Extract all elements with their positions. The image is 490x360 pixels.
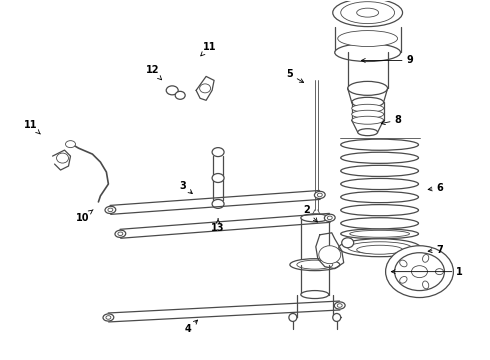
Text: 4: 4 (185, 320, 197, 334)
Ellipse shape (212, 199, 224, 208)
Ellipse shape (412, 266, 427, 278)
Text: 10: 10 (76, 210, 93, 223)
Text: 9: 9 (362, 55, 413, 66)
Ellipse shape (394, 253, 444, 291)
Ellipse shape (422, 281, 429, 289)
Ellipse shape (118, 232, 123, 235)
Ellipse shape (338, 31, 397, 46)
Text: 12: 12 (146, 66, 162, 80)
Text: 7: 7 (428, 245, 443, 255)
Ellipse shape (301, 261, 329, 269)
Ellipse shape (318, 193, 322, 197)
Text: 8: 8 (381, 115, 401, 125)
Ellipse shape (342, 238, 354, 248)
Ellipse shape (333, 0, 403, 27)
Ellipse shape (301, 291, 329, 298)
Text: 2: 2 (303, 205, 318, 222)
Ellipse shape (422, 255, 429, 262)
Text: 11: 11 (201, 41, 217, 56)
Ellipse shape (350, 230, 410, 237)
Ellipse shape (333, 314, 341, 321)
Ellipse shape (352, 116, 384, 124)
Ellipse shape (352, 110, 384, 118)
Ellipse shape (352, 104, 384, 112)
Ellipse shape (290, 259, 340, 271)
Ellipse shape (334, 302, 345, 309)
Ellipse shape (105, 206, 116, 213)
Ellipse shape (341, 179, 418, 190)
Ellipse shape (400, 260, 407, 267)
Ellipse shape (341, 192, 418, 203)
Ellipse shape (357, 8, 379, 17)
Ellipse shape (301, 214, 329, 222)
Text: 1: 1 (392, 267, 463, 276)
Text: 11: 11 (24, 120, 40, 134)
Ellipse shape (212, 148, 224, 157)
Ellipse shape (400, 276, 407, 283)
Ellipse shape (108, 208, 113, 212)
Ellipse shape (341, 2, 394, 24)
Text: 13: 13 (211, 219, 225, 233)
Ellipse shape (341, 204, 418, 216)
Ellipse shape (352, 97, 384, 107)
Ellipse shape (297, 260, 333, 269)
Ellipse shape (106, 316, 111, 319)
Ellipse shape (103, 314, 114, 321)
Ellipse shape (199, 84, 211, 93)
Ellipse shape (436, 269, 443, 275)
Ellipse shape (357, 245, 403, 254)
Text: 5: 5 (287, 69, 304, 82)
Ellipse shape (386, 246, 453, 298)
Ellipse shape (289, 314, 297, 321)
Ellipse shape (115, 230, 126, 237)
Ellipse shape (212, 174, 224, 183)
Ellipse shape (339, 239, 420, 257)
Ellipse shape (327, 216, 332, 220)
Ellipse shape (348, 242, 412, 254)
Ellipse shape (66, 141, 75, 148)
Text: 3: 3 (180, 181, 192, 194)
Ellipse shape (341, 152, 418, 163)
Ellipse shape (358, 129, 378, 136)
Ellipse shape (341, 165, 418, 176)
Text: 6: 6 (428, 183, 443, 193)
Ellipse shape (166, 86, 178, 95)
Ellipse shape (337, 304, 342, 307)
Ellipse shape (315, 192, 325, 198)
Ellipse shape (341, 229, 418, 239)
Ellipse shape (324, 214, 335, 221)
Ellipse shape (348, 81, 388, 95)
Ellipse shape (56, 153, 69, 163)
Ellipse shape (341, 218, 418, 229)
Ellipse shape (341, 139, 418, 150)
Ellipse shape (175, 91, 185, 99)
Ellipse shape (319, 246, 341, 264)
Ellipse shape (335, 44, 400, 62)
